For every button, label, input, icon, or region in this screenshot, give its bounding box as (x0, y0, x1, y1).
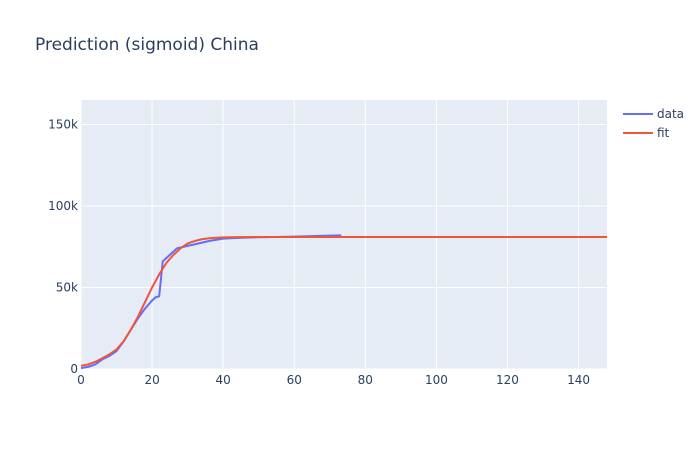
legend[interactable]: data fit (623, 107, 684, 140)
plot-background (81, 100, 607, 369)
x-tick-label: 0 (77, 373, 85, 387)
series-line-fit (81, 235, 607, 367)
y-tick-label: 100k (48, 199, 78, 213)
legend-label: data (657, 107, 684, 121)
chart-title: Prediction (sigmoid) China (35, 35, 259, 55)
y-tick-label: 0 (70, 362, 78, 376)
x-tick-label: 120 (496, 373, 519, 387)
series-group (81, 234, 607, 369)
legend-label: fit (657, 126, 670, 140)
legend-item-data[interactable]: data (623, 107, 684, 121)
y-tick-label: 150k (48, 117, 78, 131)
x-tick-label: 140 (567, 373, 590, 387)
x-tick-label: 100 (425, 373, 448, 387)
x-tick-label: 60 (287, 373, 302, 387)
plot-area: 0 20 40 60 80 100 120 140 0 50k 100k 150k (48, 100, 607, 387)
legend-item-fit[interactable]: fit (623, 126, 670, 140)
x-tick-label: 20 (144, 373, 159, 387)
x-tick-label: 80 (358, 373, 373, 387)
y-tick-label: 50k (56, 280, 78, 294)
x-tick-label: 40 (216, 373, 231, 387)
